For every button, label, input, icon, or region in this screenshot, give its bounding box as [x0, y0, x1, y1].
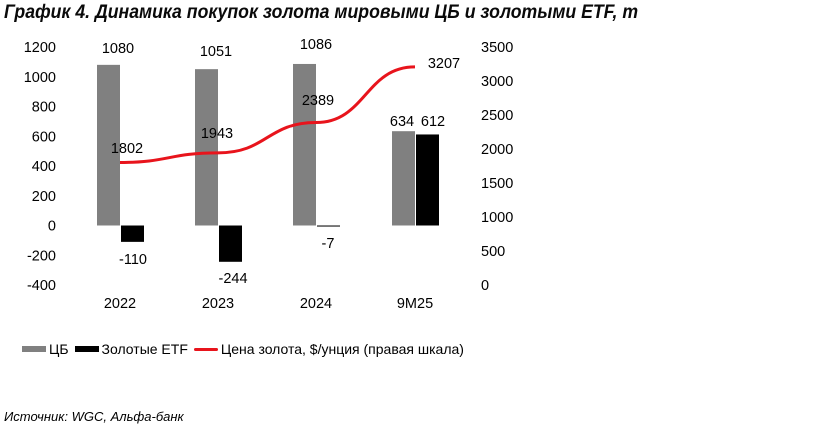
bar-cb: [195, 69, 218, 226]
legend-label: Золотые ETF: [101, 341, 188, 357]
bar-cb: [293, 63, 316, 226]
data-label-cb: 634: [390, 114, 414, 130]
left-axis-tick: 400: [32, 159, 56, 175]
data-label-etf: 612: [421, 114, 445, 130]
left-axis-tick: 1200: [24, 40, 56, 56]
left-axis-tick: -200: [27, 248, 56, 264]
legend-label: ЦБ: [49, 341, 69, 357]
legend-swatch: [22, 346, 46, 352]
legend-swatch: [193, 347, 218, 351]
x-axis-tick: 2023: [202, 296, 234, 312]
left-axis-tick: 200: [32, 189, 56, 205]
data-label-price: 2389: [302, 93, 334, 109]
bar-etf: [416, 134, 439, 226]
x-axis-tick: 9M25: [397, 296, 433, 312]
left-axis-tick: 1000: [24, 70, 56, 86]
data-label-cb: 1080: [102, 41, 134, 57]
x-axis-tick: 2022: [104, 296, 136, 312]
right-axis-tick: 500: [481, 244, 505, 260]
left-axis-tick: 800: [32, 100, 56, 116]
legend-label: Цена золота, $/унция (правая шкала): [220, 341, 464, 357]
data-label-etf: -7: [322, 236, 335, 252]
bar-etf: [121, 225, 144, 242]
chart-title: График 4. Динамика покупок золота мировы…: [4, 2, 639, 23]
bar-etf: [317, 225, 340, 227]
right-axis-tick: 0: [481, 278, 489, 294]
right-axis-tick: 3000: [481, 74, 513, 90]
data-label-price: 3207: [428, 56, 460, 72]
legend-swatch: [74, 346, 99, 352]
right-axis-tick: 2500: [481, 108, 513, 124]
x-axis-tick: 2024: [300, 296, 332, 312]
right-axis-tick: 3500: [481, 40, 513, 56]
right-axis-tick: 1500: [481, 176, 513, 192]
legend-item-etf: Золотые ETF: [74, 341, 188, 357]
bar-etf: [219, 225, 242, 262]
legend: ЦБ Золотые ETF Цена золота, $/унция (пра…: [22, 341, 464, 357]
left-axis-tick: 0: [48, 219, 56, 235]
right-axis-tick: 2000: [481, 142, 513, 158]
source-note: Источник: WGC, Альфа-банк: [4, 409, 184, 424]
left-axis-tick: 600: [32, 129, 56, 145]
data-label-cb: 1086: [300, 37, 332, 53]
chart: 120010008006004002000-200-40035003000250…: [24, 37, 514, 312]
bar-cb: [392, 131, 415, 226]
left-axis-tick: -400: [27, 278, 56, 294]
legend-item-cb: ЦБ: [22, 341, 69, 357]
data-label-price: 1802: [111, 141, 143, 157]
legend-item-price: Цена золота, $/унция (правая шкала): [193, 341, 464, 357]
data-label-etf: -244: [218, 271, 247, 287]
bar-cb: [97, 64, 120, 226]
data-label-price: 1943: [201, 126, 233, 142]
data-label-etf: -110: [119, 252, 147, 268]
data-label-cb: 1051: [200, 44, 232, 60]
price-line: [119, 65, 416, 164]
right-axis-tick: 1000: [481, 210, 513, 226]
